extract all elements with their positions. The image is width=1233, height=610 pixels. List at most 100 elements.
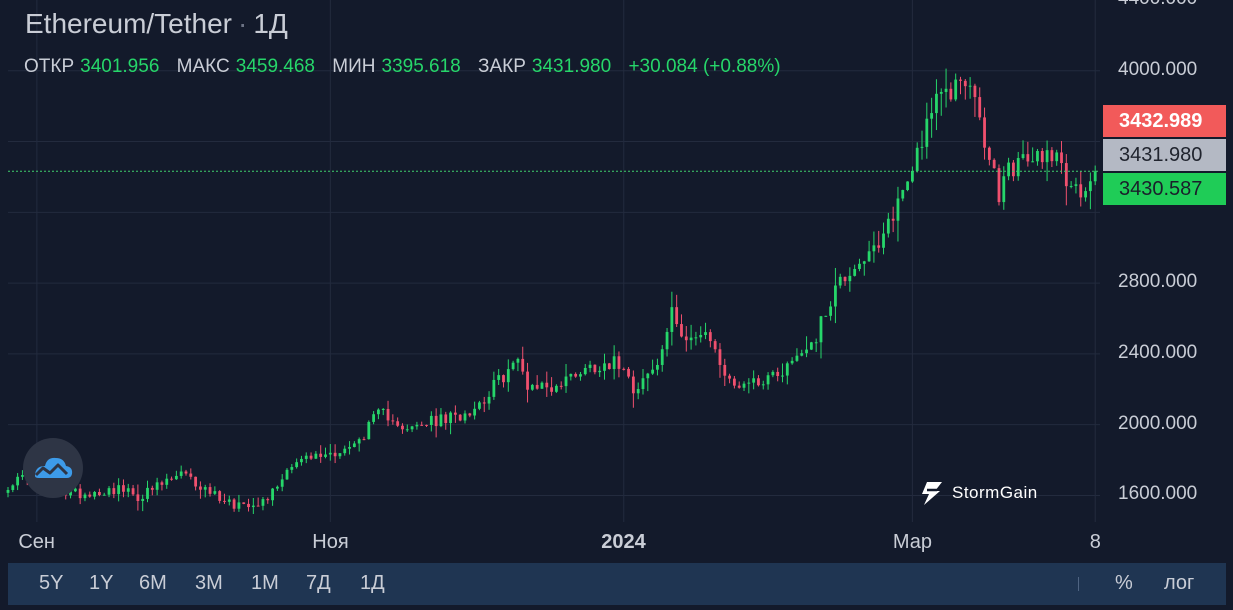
candle-body — [1031, 161, 1035, 163]
candle-body — [107, 488, 111, 495]
toolbar-divider — [1078, 577, 1079, 591]
candle-body — [1045, 150, 1049, 163]
candle-body — [69, 491, 72, 496]
range-1d-button[interactable]: 1Д — [360, 572, 385, 594]
high-label: МАКС — [176, 56, 230, 77]
candle-body — [723, 364, 727, 376]
candle-body — [569, 373, 573, 377]
candle-body — [285, 469, 289, 480]
candle-body — [141, 498, 145, 502]
candle-body — [853, 268, 857, 276]
candle-body — [915, 147, 919, 171]
bid-price-tag: 3430.587 — [1103, 173, 1226, 205]
candle-body — [78, 488, 82, 499]
candle-body — [583, 367, 587, 375]
candle-body — [1016, 158, 1020, 177]
candle-body — [295, 462, 299, 468]
candle-body — [1060, 152, 1063, 164]
candle-body — [795, 355, 799, 361]
candle-body — [593, 364, 597, 373]
candle-body — [540, 382, 544, 389]
candle-body — [987, 147, 991, 160]
storm-bolt-icon — [922, 482, 942, 505]
candle-body — [314, 453, 318, 459]
candle-body — [829, 306, 833, 316]
candle-body — [579, 374, 582, 377]
candle-body — [535, 384, 539, 389]
candle-body — [170, 478, 173, 480]
candle-body — [362, 439, 366, 441]
range-6m-button[interactable]: 6M — [139, 572, 167, 594]
candle-body — [660, 349, 664, 365]
candle-body — [757, 378, 760, 386]
chart-title: Ethereum/Tether · 1Д — [25, 8, 288, 40]
log-scale-toggle[interactable]: лог — [1164, 572, 1195, 594]
open-value: 3401.956 — [80, 56, 160, 77]
candle-body — [607, 363, 611, 370]
candle-body — [848, 275, 852, 282]
candle-body — [882, 233, 885, 248]
candle-body — [819, 316, 823, 343]
candle-body — [834, 285, 837, 307]
candle-body — [781, 375, 784, 377]
candle-body — [627, 368, 630, 377]
candle-body — [1026, 154, 1030, 162]
interval-label: 1Д — [253, 8, 288, 39]
candle-body — [588, 364, 592, 368]
candle-body — [877, 245, 881, 248]
grid-lines — [8, 0, 1100, 522]
candle-body — [300, 458, 303, 463]
range-toolbar: 5Y 1Y 6M 3M 1M 7Д 1Д % лог — [8, 563, 1226, 605]
candle-body — [213, 491, 217, 494]
candle-body — [487, 396, 491, 404]
candle-body — [742, 383, 746, 388]
candle-body — [391, 420, 395, 422]
candle-body — [646, 373, 650, 379]
cloud-wave-icon[interactable] — [23, 438, 83, 498]
range-7d-button[interactable]: 7Д — [306, 572, 331, 594]
candle-body — [415, 424, 419, 427]
candle-body — [872, 245, 876, 252]
candle-body — [174, 475, 178, 480]
candle-body — [891, 218, 895, 221]
candle-body — [280, 479, 284, 487]
candle-body — [1007, 162, 1010, 177]
candle-body — [959, 79, 962, 81]
range-1y-button[interactable]: 1Y — [89, 572, 114, 594]
candle-body — [348, 447, 351, 449]
candle-body — [761, 384, 765, 386]
candle-body — [694, 337, 698, 339]
candle-body — [11, 485, 15, 490]
candle-body — [319, 453, 323, 457]
candle-body — [506, 369, 510, 383]
range-1m-button[interactable]: 1M — [251, 572, 279, 594]
candle-body — [482, 402, 486, 404]
candle-body — [997, 168, 1001, 203]
candle-body — [511, 362, 515, 370]
range-3m-button[interactable]: 3M — [195, 572, 223, 594]
candle-body — [146, 487, 149, 499]
candle-body — [684, 336, 688, 341]
percent-scale-toggle[interactable]: % — [1115, 572, 1133, 594]
candle-body — [367, 421, 371, 440]
candle-body — [824, 315, 828, 317]
candle-body — [83, 494, 87, 499]
candle-body — [492, 379, 496, 397]
candle-body — [444, 414, 448, 424]
candle-body — [251, 505, 255, 508]
candle-body — [199, 486, 202, 490]
candle-body — [290, 467, 294, 470]
candle-body — [463, 413, 467, 421]
candle-body — [559, 385, 563, 387]
candle-body — [636, 389, 640, 394]
candle-body — [458, 414, 462, 421]
y-tick-label: 2400.000 — [1118, 341, 1198, 363]
low-label: МИН — [332, 56, 376, 77]
candle-body — [718, 349, 722, 365]
candle-body — [689, 337, 693, 341]
candle-body — [473, 408, 477, 416]
range-5y-button[interactable]: 5Y — [39, 572, 64, 594]
candle-body — [420, 424, 424, 426]
candle-body — [223, 500, 226, 502]
